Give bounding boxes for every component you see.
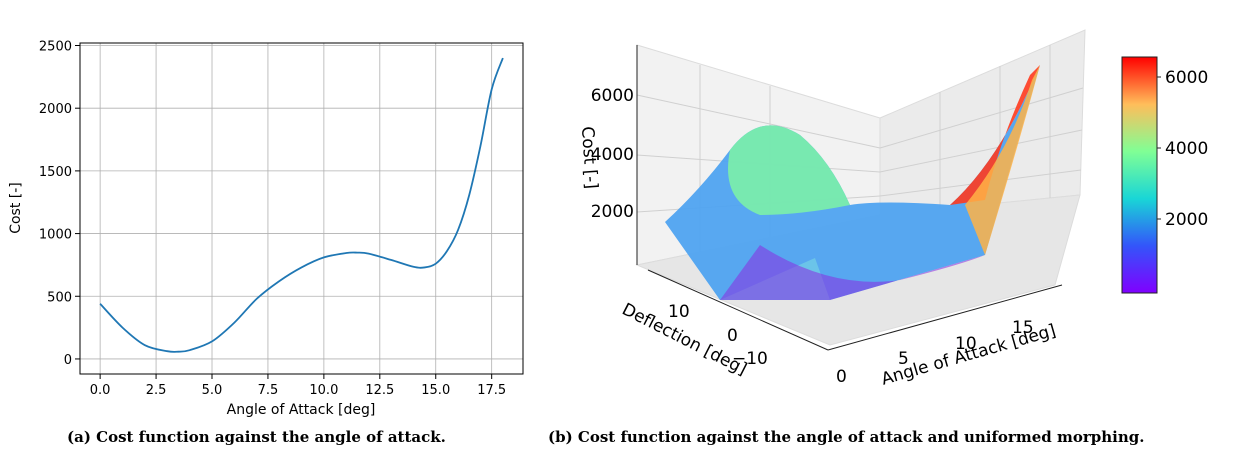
x-tick-5: 5 <box>898 349 909 369</box>
x-tick-15: 15 <box>1012 318 1034 338</box>
y-tick-label: 2000 <box>39 102 72 117</box>
y-tick-label: 500 <box>47 290 72 305</box>
y-tick-10: 10 <box>668 302 690 322</box>
x-tick-label: 2.5 <box>146 383 167 398</box>
x-tick-10: 10 <box>955 334 977 354</box>
x-tick-label: 15.0 <box>421 383 450 398</box>
line-chart-frame <box>79 42 524 375</box>
x-tick-label: 10.0 <box>309 383 338 398</box>
y-tick-label: 1500 <box>39 165 72 180</box>
colorbar-tick-4000: 4000 <box>1165 139 1208 159</box>
surface-axes <box>636 45 1063 351</box>
y-axis-label: Cost [-] <box>8 182 24 234</box>
surface-chart: 6000 4000 2000 Cost [-] 10 0 −10 Deflect… <box>577 29 1208 390</box>
surface-peak <box>728 125 850 215</box>
colorbar <box>1121 56 1158 294</box>
x-tick-label: 0.0 <box>90 383 111 398</box>
y-tick-minus10: −10 <box>732 349 768 369</box>
line-chart: 0.0 2.5 5.0 7.5 10.0 12.5 15.0 17.5 0 500 1000 1500… <box>8 40 524 418</box>
surface-valley <box>720 245 985 300</box>
x-tick-label: 5.0 <box>202 383 223 398</box>
y-tick-label: 2500 <box>39 40 72 55</box>
x-axis-label: Angle of Attack [deg] <box>227 402 376 418</box>
caption-a: (a) Cost function against the angle of a… <box>67 428 446 446</box>
z-axis-label: Cost [-] <box>577 126 601 190</box>
line-chart-grid <box>80 43 523 374</box>
y-tick-label: 0 <box>64 353 72 368</box>
cost-series-line <box>99 57 504 353</box>
cost-surface <box>665 65 1040 300</box>
surface-body <box>665 65 1040 300</box>
z-tick-6000: 6000 <box>591 86 634 106</box>
x-tick-label: 17.5 <box>477 383 506 398</box>
z-tick-4000: 4000 <box>591 145 634 165</box>
caption-b: (b) Cost function against the angle of a… <box>548 428 1145 446</box>
colorbar-tick-6000: 6000 <box>1165 68 1208 88</box>
x-tick-0: 0 <box>836 367 847 387</box>
x-tick-label: 7.5 <box>258 383 279 398</box>
surface-high-slope <box>965 65 1040 255</box>
z-tick-2000: 2000 <box>591 202 634 222</box>
y-tick-0: 0 <box>727 326 738 346</box>
y-tick-label: 1000 <box>39 228 72 243</box>
colorbar-tick-2000: 2000 <box>1165 210 1208 230</box>
x-tick-label: 12.5 <box>365 383 394 398</box>
line-chart-ticks: 0.0 2.5 5.0 7.5 10.0 12.5 15.0 17.5 0 500 1000 1500… <box>39 40 506 398</box>
surface-high-corner <box>950 65 1040 205</box>
colorbar-ticks <box>1157 76 1161 220</box>
